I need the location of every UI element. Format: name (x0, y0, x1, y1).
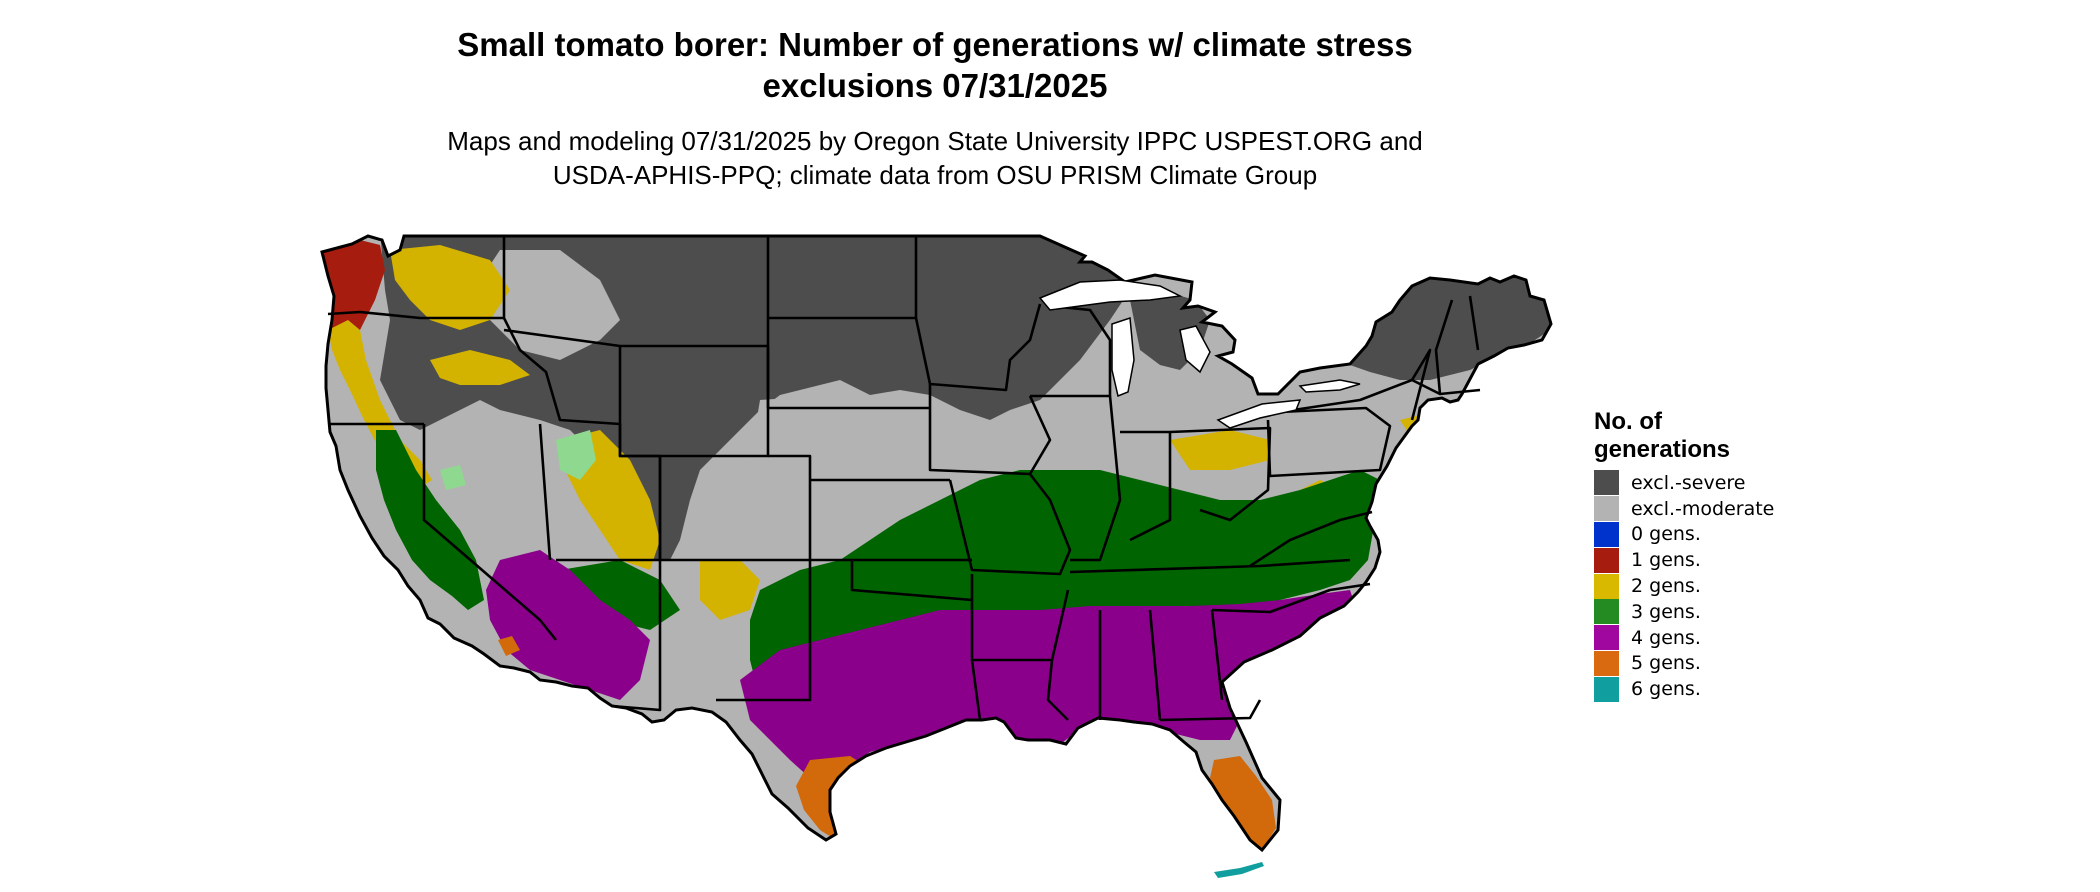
subtitle-line-1: Maps and modeling 07/31/2025 by Oregon S… (447, 126, 1423, 156)
legend-label: 1 gens. (1631, 549, 1701, 572)
legend-label: excl.-moderate (1631, 497, 1775, 520)
region-moderate-plains (750, 395, 1030, 520)
legend-label: 4 gens. (1631, 626, 1701, 649)
legend-item: 2 gens. (1594, 573, 1774, 599)
legend-item: excl.-moderate (1594, 496, 1774, 522)
legend-label: excl.-severe (1631, 471, 1746, 494)
state-line-va (1249, 510, 1373, 568)
lake-huron (1179, 325, 1211, 374)
state-line-ca-nv (422, 424, 558, 641)
page-subtitle: Maps and modeling 07/31/2025 by Oregon S… (280, 124, 1590, 192)
region-one-gen (322, 240, 385, 340)
legend-title-line-1: No. of (1594, 408, 1662, 435)
state-line-oh (1169, 426, 1272, 522)
state-line-la (970, 659, 1069, 721)
state-line-in (1120, 430, 1172, 542)
legend-title-line-2: generations (1594, 436, 1731, 463)
legend-swatch (1594, 650, 1619, 676)
legend-swatch (1594, 470, 1619, 496)
title-line-2: exclusions 07/31/2025 (762, 67, 1108, 104)
state-line-pa (1266, 406, 1392, 478)
lake-erie (1216, 399, 1302, 429)
legend-swatch (1594, 599, 1619, 625)
great-lakes (1038, 279, 1361, 429)
legend-title: No. of generations (1594, 408, 1774, 464)
legend-item: 6 gens. (1594, 676, 1774, 702)
region-two-gen-ohio (1170, 430, 1270, 470)
legend-swatch (1594, 547, 1619, 573)
region-four-gen-desert (486, 550, 650, 700)
legend-swatch (1594, 496, 1619, 522)
state-line-ga-fl (1159, 699, 1262, 722)
region-two-gen-nm (700, 560, 760, 620)
legend-item: excl.-severe (1594, 470, 1774, 496)
state-line-mn (914, 303, 1042, 392)
state-line-ms-al (1098, 609, 1224, 721)
state-line-mo (948, 473, 1072, 576)
legend-items: excl.-severe excl.-moderate 0 gens. 1 gens.… (1594, 470, 1774, 702)
title-line-1: Small tomato borer: Number of generation… (457, 26, 1413, 63)
state-line-ar (970, 574, 1070, 662)
state-line-nm-tx (716, 560, 812, 702)
subtitle-line-2: USDA-APHIS-PPQ; climate data from OSU PR… (552, 160, 1318, 190)
state-line-id-east (502, 236, 621, 426)
legend-item: 3 gens. (1594, 599, 1774, 625)
region-five-gen-florida (1210, 756, 1276, 850)
state-line-sc-nc (1211, 582, 1371, 614)
legend-item: 0 gens. (1594, 521, 1774, 548)
legend-item: 4 gens. (1594, 625, 1774, 651)
state-line-ok-tx (850, 560, 973, 602)
legend-swatch (1594, 625, 1619, 651)
region-light-green-b (440, 465, 466, 490)
state-line-wi-il (1030, 304, 1112, 398)
legend-label: 0 gens. (1631, 523, 1701, 546)
legend: No. of generations excl.-severe excl.-mod… (1594, 408, 1774, 702)
legend-swatch (1594, 676, 1619, 702)
state-line-new-england (1411, 295, 1481, 396)
region-two-gen-coast (328, 320, 432, 490)
legend-label: 3 gens. (1631, 600, 1701, 623)
state-line-nv-east (538, 423, 552, 561)
state-line-az-nm (611, 560, 662, 712)
state-line-ky-tn (1069, 558, 1351, 574)
legend-swatch (1594, 573, 1619, 599)
region-light-green-a (556, 430, 596, 480)
state-line-wa-or (327, 310, 504, 320)
lake-ontario (1298, 379, 1361, 393)
region-three-gen-california (376, 430, 484, 610)
legend-item: 5 gens. (1594, 650, 1774, 677)
lake-superior (1038, 279, 1183, 311)
legend-label: 5 gens. (1631, 652, 1701, 675)
region-six-gen (1214, 862, 1264, 878)
region-two-gen-columbia (390, 245, 510, 330)
legend-swatch (1594, 521, 1619, 547)
legend-item: 1 gens. (1594, 547, 1774, 573)
region-two-gen-snake (430, 350, 530, 385)
six-gen-keys (1214, 862, 1264, 878)
state-boundaries (327, 236, 1481, 722)
lake-michigan (1111, 316, 1135, 398)
page-title: Small tomato borer: Number of generation… (280, 24, 1590, 106)
region-three-gen-main (750, 470, 1380, 700)
legend-label: 6 gens. (1631, 678, 1701, 701)
state-line-il (1070, 395, 1122, 562)
legend-label: 2 gens. (1631, 575, 1701, 598)
region-five-gen-sanjoaquin (498, 636, 520, 656)
region-three-gen-arizona (560, 560, 680, 630)
